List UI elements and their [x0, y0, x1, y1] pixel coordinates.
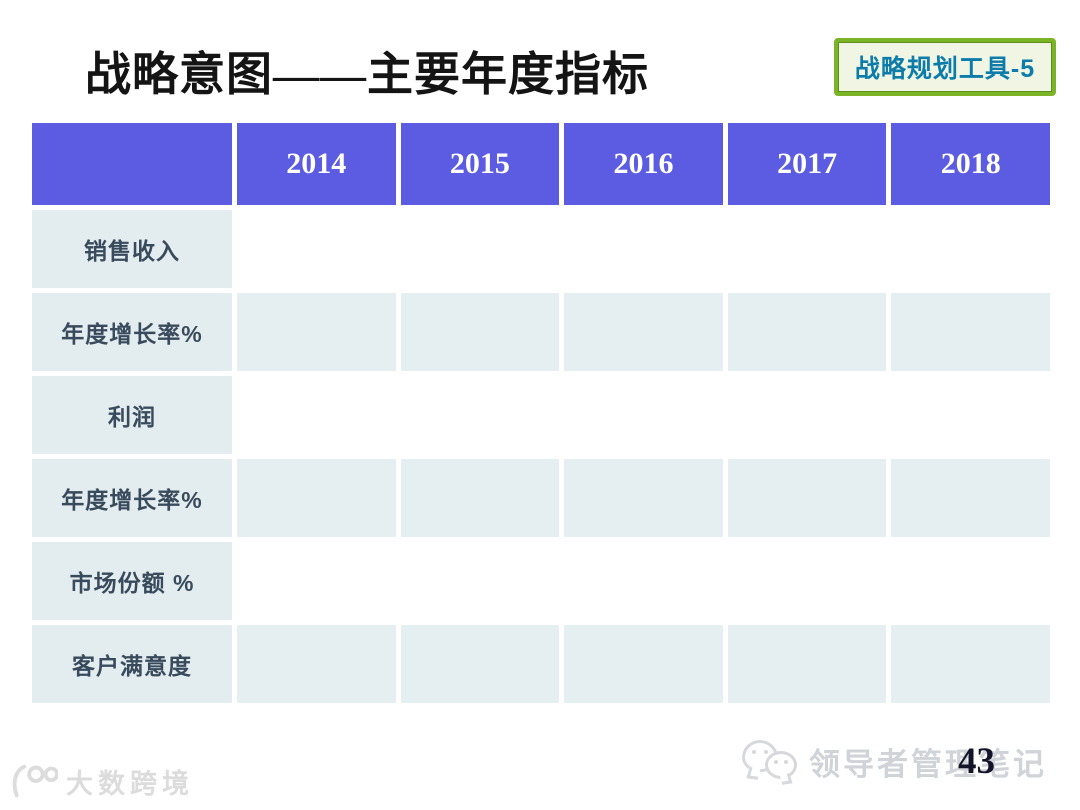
table-cell: [400, 459, 560, 537]
table-cell: [237, 459, 396, 537]
table-cell: [891, 625, 1050, 703]
table-cell: [727, 210, 887, 288]
table-cell: [727, 293, 887, 371]
table-cell: [727, 376, 887, 454]
table-cell: [400, 210, 560, 288]
table-header-2017: 2017: [727, 123, 887, 205]
row-label-sales-revenue: 销售收入: [32, 210, 232, 288]
table-cell: [237, 210, 396, 288]
table-cell: [400, 542, 560, 620]
table-cell: [237, 542, 396, 620]
table-cell: [237, 293, 396, 371]
table-cell: [891, 542, 1050, 620]
table-cell: [400, 293, 560, 371]
row-label-annual-growth-rate-1: 年度增长率%: [32, 293, 232, 371]
right-watermark-text: 领导者管理笔记: [809, 746, 1047, 782]
page-number: 43: [958, 741, 995, 782]
row-label-annual-growth-rate-2: 年度增长率%: [32, 459, 232, 537]
table-cell: [727, 625, 887, 703]
table-cell: [564, 625, 723, 703]
strategy-tool-badge: 战略规划工具-5: [834, 38, 1056, 96]
table-cell: [564, 376, 723, 454]
table-cell: [564, 542, 723, 620]
table-header-2016: 2016: [564, 123, 723, 205]
left-watermark: 大数跨境: [8, 760, 194, 802]
annual-indicators-table: 2014 2015 2016 2017 2018 销售收入 年度增长率% 利润 …: [32, 123, 1050, 703]
table-cell: [891, 376, 1050, 454]
table-cell: [891, 293, 1050, 371]
page-title: 战略意图——主要年度指标: [85, 49, 649, 100]
table-header-corner: [32, 123, 232, 205]
table-cell: [891, 459, 1050, 537]
table-cell: [564, 210, 723, 288]
table-header-2015: 2015: [400, 123, 560, 205]
row-label-customer-satisfaction: 客户满意度: [32, 625, 232, 703]
strategy-tool-badge-label: 战略规划工具-5: [854, 55, 1036, 83]
table-cell: [727, 542, 887, 620]
table-cell: [237, 625, 396, 703]
wechat-icon: [741, 736, 797, 786]
table-header-2014: 2014: [237, 123, 396, 205]
right-watermark: 领导者管理笔记: [741, 736, 1047, 786]
left-watermark-text: 大数跨境: [66, 768, 194, 799]
table-cell: [400, 376, 560, 454]
table-cell: [727, 459, 887, 537]
table-cell: [564, 293, 723, 371]
row-label-market-share: 市场份额 %: [32, 542, 232, 620]
table-cell: [564, 459, 723, 537]
table-header-2018: 2018: [891, 123, 1050, 205]
table-cell: [400, 625, 560, 703]
table-cell: [891, 210, 1050, 288]
table-cell: [237, 376, 396, 454]
row-label-profit: 利润: [32, 376, 232, 454]
dashukuajing-logo-icon: [12, 764, 58, 798]
